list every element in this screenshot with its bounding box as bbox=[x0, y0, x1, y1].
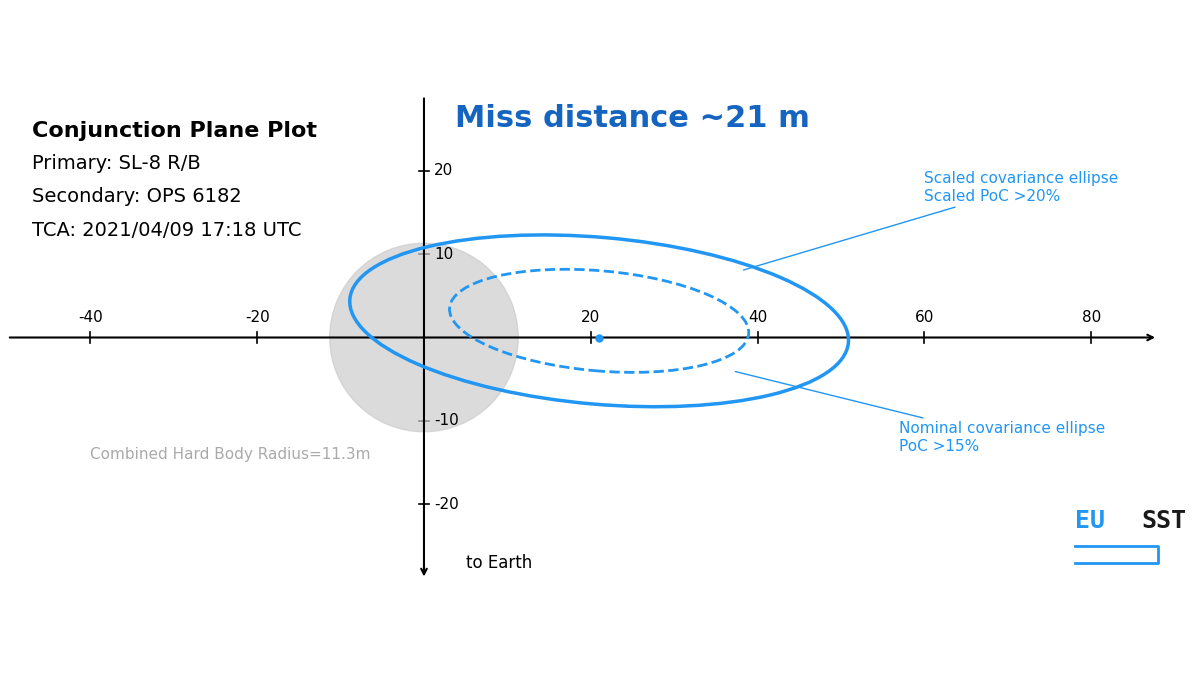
Text: to Earth: to Earth bbox=[466, 554, 532, 572]
Text: TCA: 2021/04/09 17:18 UTC: TCA: 2021/04/09 17:18 UTC bbox=[32, 221, 301, 240]
Text: Secondary: OPS 6182: Secondary: OPS 6182 bbox=[32, 188, 241, 207]
Text: Conjunction Plane Plot: Conjunction Plane Plot bbox=[32, 121, 317, 140]
Text: 80: 80 bbox=[1081, 310, 1100, 325]
Text: EU: EU bbox=[1074, 509, 1104, 533]
Text: Combined Hard Body Radius=11.3m: Combined Hard Body Radius=11.3m bbox=[90, 447, 371, 462]
Text: 60: 60 bbox=[914, 310, 934, 325]
Text: -10: -10 bbox=[434, 413, 458, 429]
Text: 10: 10 bbox=[434, 246, 454, 262]
Text: 40: 40 bbox=[748, 310, 767, 325]
Text: Nominal covariance ellipse
PoC >15%: Nominal covariance ellipse PoC >15% bbox=[736, 371, 1105, 454]
Text: SST: SST bbox=[1141, 509, 1187, 533]
Text: -20: -20 bbox=[434, 497, 458, 512]
Text: Scaled covariance ellipse
Scaled PoC >20%: Scaled covariance ellipse Scaled PoC >20… bbox=[744, 171, 1118, 270]
Text: -20: -20 bbox=[245, 310, 270, 325]
Text: 20: 20 bbox=[581, 310, 600, 325]
Circle shape bbox=[330, 243, 518, 432]
Text: Miss distance ~21 m: Miss distance ~21 m bbox=[455, 104, 810, 133]
Text: -40: -40 bbox=[78, 310, 103, 325]
Text: 20: 20 bbox=[434, 163, 454, 178]
Text: Primary: SL-8 R/B: Primary: SL-8 R/B bbox=[32, 154, 200, 173]
